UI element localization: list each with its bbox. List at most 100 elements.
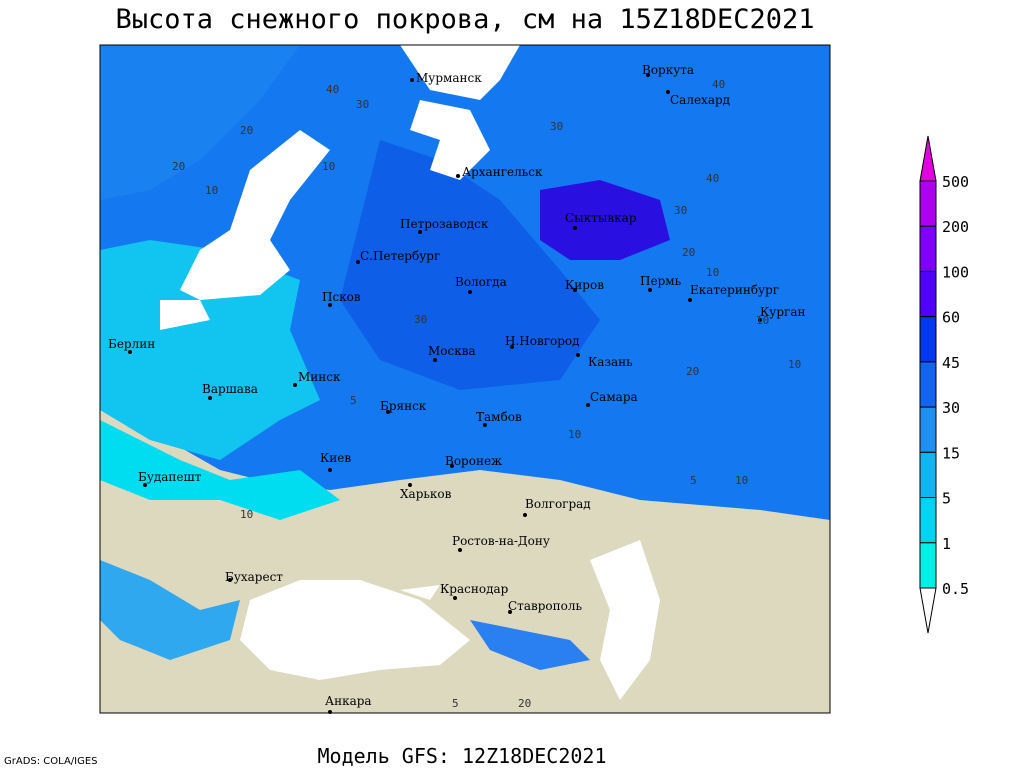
city-label: Ставрополь [508, 599, 582, 613]
snow-zone [100, 45, 300, 200]
map: Мурманск Воркута Салехард Архангельск Пе… [99, 44, 831, 714]
city-label: Тамбов [476, 410, 522, 424]
contour-label: 5 [350, 394, 357, 407]
city: Воронеж [445, 454, 502, 468]
city: Тамбов [476, 410, 522, 427]
city-label: Самара [590, 390, 638, 404]
city: Киев [320, 451, 351, 472]
legend-label: 500 [942, 173, 969, 191]
contour-label: 20 [172, 160, 185, 173]
legend: 500 200 100 60 45 30 15 5 1 0.5 [919, 135, 969, 634]
legend-label: 100 [942, 263, 969, 281]
legend-band [919, 270, 937, 318]
contour-label: 10 [205, 184, 218, 197]
city-label: Екатеринбург [690, 283, 779, 297]
city: Волгоград [523, 497, 591, 517]
city: Москва [428, 344, 476, 362]
city-label: Краснодар [440, 582, 509, 596]
city: Анкара [325, 694, 372, 714]
city-label: Н.Новгород [505, 334, 580, 348]
city: Вологда [455, 275, 507, 294]
contour-label: 30 [550, 120, 563, 133]
city-label: Вологда [455, 275, 507, 289]
contour-label: 10 [706, 266, 719, 279]
legend-label: 60 [942, 309, 960, 327]
legend-band [919, 316, 937, 363]
city-label: Курган [760, 305, 805, 319]
contour-label: 40 [326, 83, 339, 96]
baltic-sea [180, 130, 330, 300]
city-label: Варшава [202, 382, 258, 396]
contour-labels: 40 30 20 30 10 20 10 30 40 40 20 10 30 1… [172, 78, 801, 710]
city: Варшава [202, 382, 258, 400]
city: Н.Новгород [505, 334, 580, 349]
legend-label: 45 [942, 354, 960, 372]
city-label: Ростов-на-Дону [452, 534, 550, 548]
credit: GrADS: COLA/IGES [4, 756, 98, 767]
contour-label: 10 [240, 508, 253, 521]
contour-label: 10 [788, 358, 801, 371]
city-label: Харьков [400, 487, 452, 501]
city: Архангельск [456, 165, 543, 179]
snow-zone [540, 180, 670, 260]
contour-label: 10 [735, 474, 748, 487]
contour-label: 20 [682, 246, 695, 259]
snow-zone [100, 420, 340, 520]
legend-cap [919, 587, 937, 634]
city: Краснодар [440, 582, 509, 600]
legend-band [919, 180, 937, 227]
black-sea [240, 580, 470, 680]
contour-label: 10 [756, 314, 769, 327]
snow-zone [100, 560, 240, 660]
model-caption: Модель GFS: 12Z18DEC2021 [318, 744, 607, 768]
city: Берлин [108, 337, 155, 354]
city: Брянск [380, 399, 427, 414]
city: Салехард [666, 90, 730, 107]
city-label: Псков [322, 290, 361, 304]
legend-label: 1 [942, 535, 951, 553]
city: Ростов-на-Дону [452, 534, 550, 552]
contour-label: 10 [322, 160, 335, 173]
contour-label: 30 [674, 204, 687, 217]
city: Воркута [642, 63, 694, 77]
city-label: Мурманск [416, 71, 482, 85]
city: Мурманск [410, 71, 482, 85]
city-label: Пермь [640, 274, 682, 288]
legend-label: 30 [942, 399, 960, 417]
city-label: С.Петербург [360, 249, 440, 263]
contour-label: 5 [452, 697, 459, 710]
city: Ставрополь [508, 599, 582, 614]
city: Пермь [640, 274, 682, 292]
azov-sea [400, 585, 440, 600]
city-label: Киров [565, 278, 604, 292]
city: Екатеринбург [688, 283, 779, 302]
city-label: Брянск [380, 399, 427, 413]
city: Бухарест [225, 570, 283, 584]
contour-label: 30 [414, 313, 427, 326]
snow-zone [470, 620, 590, 670]
city: Казань [576, 353, 633, 369]
city-label: Москва [428, 344, 476, 358]
contour-label: 20 [240, 124, 253, 137]
city: Сыктывкар [565, 211, 637, 230]
city: Курган [758, 305, 805, 322]
legend-label: 200 [942, 218, 969, 236]
white-sea [410, 100, 490, 180]
city-label: Архангельск [462, 165, 543, 179]
city: Самара [586, 390, 638, 407]
barents-sea [400, 45, 520, 100]
city-label: Воркута [642, 63, 694, 77]
city-label: Киев [320, 451, 351, 465]
legend-label: 0.5 [942, 580, 969, 598]
legend-band [919, 451, 937, 499]
city: С.Петербург [356, 249, 440, 264]
city-label: Бухарест [225, 570, 283, 584]
caspian-sea [590, 540, 660, 700]
contour-label: 5 [690, 474, 697, 487]
contour-label: 20 [686, 365, 699, 378]
city-label: Сыктывкар [565, 211, 637, 225]
city: Петрозаводск [400, 217, 489, 234]
city-label: Минск [298, 370, 341, 384]
city: Минск [293, 370, 341, 387]
legend-label: 15 [942, 444, 960, 462]
